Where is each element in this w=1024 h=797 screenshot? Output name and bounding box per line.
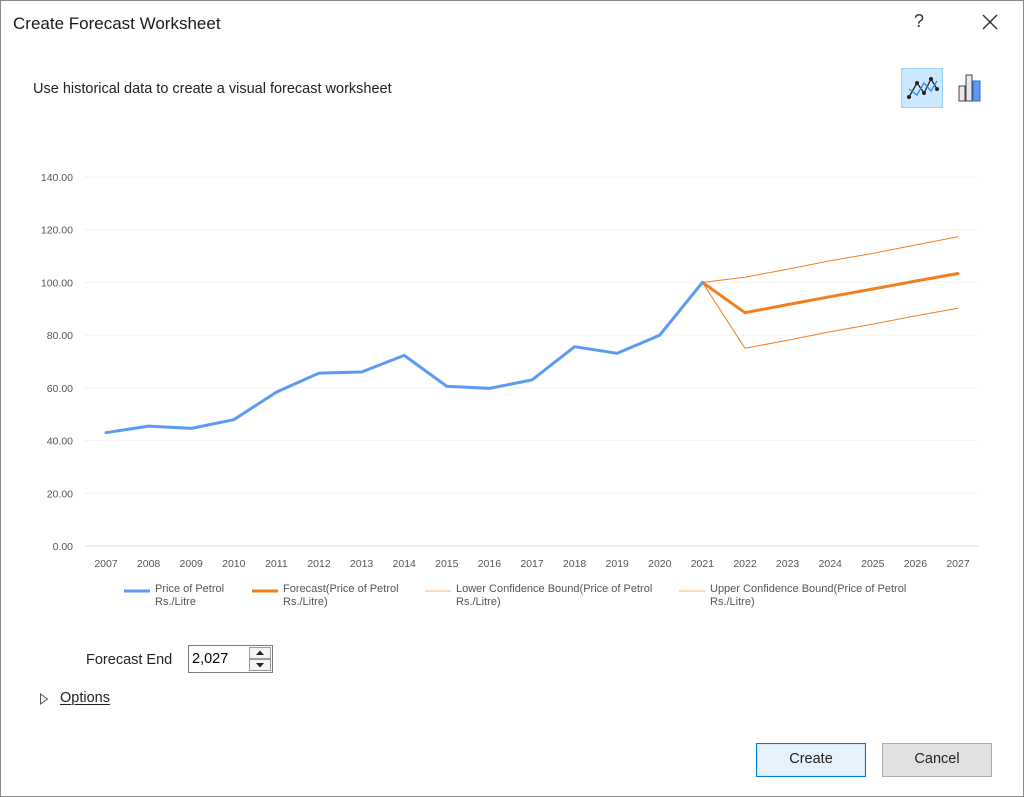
dialog-description: Use historical data to create a visual f…: [33, 81, 392, 97]
legend-label: Rs./Litre): [456, 596, 501, 608]
spin-up-icon[interactable]: [249, 647, 271, 659]
x-tick-label: 2013: [350, 558, 374, 570]
forecast-end-label: Forecast End: [86, 652, 173, 668]
x-tick-label: 2026: [904, 558, 928, 570]
help-button[interactable]: ?: [914, 11, 925, 31]
x-tick-label: 2017: [520, 558, 544, 570]
cancel-button[interactable]: Cancel: [882, 743, 992, 777]
options-label: Options: [60, 690, 110, 706]
y-tick-label: 100.00: [41, 277, 73, 289]
x-tick-label: 2016: [478, 558, 502, 570]
forecast-chart: 0.00 20.00 40.00 60.00 80.00 100.00 120.00 140.…: [1, 121, 1023, 621]
x-tick-label: 2008: [137, 558, 161, 570]
x-tick-label: 2009: [180, 558, 204, 570]
x-tick-label: 2025: [861, 558, 885, 570]
dialog-title: Create Forecast Worksheet: [13, 14, 221, 33]
legend-label: Price of Petrol: [155, 583, 225, 595]
x-tick-label: 2027: [946, 558, 970, 570]
legend-label: Forecast(Price of Petrol: [283, 583, 399, 595]
forecast-end-spinner[interactable]: [188, 645, 273, 673]
spin-down-icon[interactable]: [249, 659, 271, 671]
y-tick-label: 140.00: [41, 172, 73, 184]
legend-label: Rs./Litre: [155, 596, 196, 608]
line-chart-button[interactable]: [901, 68, 943, 108]
series-upper-bound-line: [701, 236, 959, 283]
y-tick-label: 80.00: [47, 330, 73, 342]
x-tick-label: 2023: [776, 558, 800, 570]
x-tick-label: 2010: [222, 558, 246, 570]
legend-label: Upper Confidence Bound(Price of Petrol: [710, 583, 907, 595]
x-tick-label: 2011: [265, 558, 288, 570]
y-tick-label: 40.00: [47, 436, 73, 448]
forecast-line-chart: 0.00 20.00 40.00 60.00 80.00 100.00 120.00 140.…: [41, 172, 979, 570]
series-lower-bound-line: [701, 281, 959, 349]
x-tick-label: 2015: [435, 558, 459, 570]
legend-label: Lower Confidence Bound(Price of Petrol: [456, 583, 653, 595]
line-chart-icon: [907, 77, 939, 99]
legend-label: Rs./Litre): [283, 596, 328, 608]
x-tick-label: 2007: [94, 558, 118, 570]
create-button[interactable]: Create: [756, 743, 866, 777]
legend-swatch-price: [124, 589, 150, 593]
column-chart-button[interactable]: [951, 68, 993, 108]
legend-label: Rs./Litre): [710, 596, 755, 608]
y-tick-label: 0.00: [53, 541, 74, 553]
x-tick-label: 2019: [606, 558, 630, 570]
series-forecast-line: [700, 272, 960, 315]
y-tick-label: 120.00: [41, 225, 73, 237]
x-tick-label: 2021: [691, 558, 715, 570]
x-tick-label: 2020: [648, 558, 672, 570]
x-tick-label: 2022: [733, 558, 757, 570]
close-icon[interactable]: [980, 12, 1000, 32]
x-tick-label: 2014: [393, 558, 417, 570]
column-chart-icon: [958, 74, 981, 102]
expand-triangle-icon: [40, 693, 49, 705]
series-price-line: [104, 280, 704, 435]
legend-swatch-lower: [425, 590, 451, 592]
legend-swatch-forecast: [252, 589, 278, 593]
y-tick-label: 20.00: [47, 488, 73, 500]
y-tick-label: 60.00: [47, 383, 73, 395]
x-tick-label: 2018: [563, 558, 587, 570]
x-tick-label: 2012: [307, 558, 331, 570]
legend-swatch-upper: [679, 590, 705, 592]
x-tick-label: 2024: [819, 558, 843, 570]
forecast-end-input[interactable]: [189, 646, 250, 672]
